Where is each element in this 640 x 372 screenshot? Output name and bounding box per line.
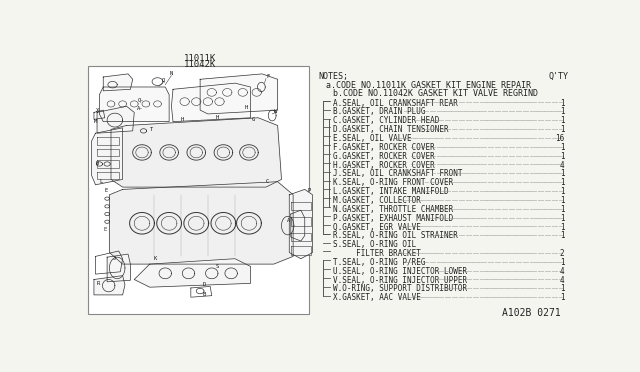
Text: H: H — [245, 105, 248, 110]
Text: R.SEAL, O-RING OIL STRAINER: R.SEAL, O-RING OIL STRAINER — [333, 231, 458, 240]
Text: 4: 4 — [560, 276, 564, 285]
Polygon shape — [200, 74, 278, 114]
Text: P: P — [308, 189, 311, 193]
Text: 1: 1 — [560, 196, 564, 205]
Text: Q-: Q- — [138, 97, 145, 103]
Text: K.SEAL, O-RING FRONT COVER: K.SEAL, O-RING FRONT COVER — [333, 178, 453, 187]
Bar — [88, 66, 308, 314]
Polygon shape — [134, 259, 250, 287]
Text: D.GASKET, CHAIN TENSIONER: D.GASKET, CHAIN TENSIONER — [333, 125, 448, 134]
Text: M.GASKET, COLLECTOR: M.GASKET, COLLECTOR — [333, 196, 420, 205]
Text: U.SEAL, O-RING INJECTOR LOWER: U.SEAL, O-RING INJECTOR LOWER — [333, 267, 467, 276]
Text: G.GASKET, ROCKER COVER: G.GASKET, ROCKER COVER — [333, 152, 435, 161]
Text: F.GASKET, ROCKER COVER: F.GASKET, ROCKER COVER — [333, 143, 435, 152]
Polygon shape — [97, 106, 134, 133]
Polygon shape — [109, 182, 293, 264]
Text: 2: 2 — [560, 249, 564, 258]
Polygon shape — [172, 83, 250, 122]
Text: M: M — [94, 119, 97, 124]
Polygon shape — [111, 118, 282, 187]
Text: 1: 1 — [560, 108, 564, 116]
Text: NOTES;: NOTES; — [319, 71, 349, 81]
Polygon shape — [103, 74, 132, 91]
Polygon shape — [99, 87, 169, 122]
Text: 1: 1 — [560, 258, 564, 267]
Text: E.SEAL, OIL VALVE: E.SEAL, OIL VALVE — [333, 134, 412, 143]
Text: a.CODE NO.11011K GASKET KIT ENGINE REPAIR: a.CODE NO.11011K GASKET KIT ENGINE REPAI… — [326, 81, 531, 90]
Text: 1: 1 — [560, 143, 564, 152]
Polygon shape — [289, 189, 312, 259]
Text: C: C — [266, 179, 269, 184]
Text: S.SEAL, O-RING OIL: S.SEAL, O-RING OIL — [333, 240, 416, 249]
Text: 1: 1 — [560, 231, 564, 240]
Text: 4: 4 — [560, 161, 564, 170]
Text: F: F — [266, 74, 269, 80]
Text: N: N — [169, 71, 172, 76]
Text: 11042K: 11042K — [184, 60, 216, 69]
Text: X.GASKET, AAC VALVE: X.GASKET, AAC VALVE — [333, 294, 420, 302]
Text: A: A — [287, 218, 290, 223]
Text: 1: 1 — [560, 99, 564, 108]
Text: Q: Q — [161, 77, 164, 83]
Text: J: J — [113, 256, 116, 261]
Text: H: H — [216, 115, 219, 120]
Text: R: R — [97, 281, 100, 286]
Text: G: G — [252, 117, 255, 122]
Text: A102B 0271: A102B 0271 — [502, 308, 561, 318]
Text: FILTER BRACKET: FILTER BRACKET — [333, 249, 420, 258]
Text: A.SEAL, OIL CRANKSHAFT REAR: A.SEAL, OIL CRANKSHAFT REAR — [333, 99, 458, 108]
Polygon shape — [107, 254, 131, 282]
Text: 1: 1 — [560, 152, 564, 161]
Text: T: T — [150, 127, 153, 132]
Polygon shape — [94, 276, 125, 295]
Text: 11011K: 11011K — [184, 54, 216, 63]
Polygon shape — [92, 128, 123, 185]
Text: 4: 4 — [560, 267, 564, 276]
Text: K: K — [154, 256, 157, 261]
Text: E: E — [104, 189, 108, 193]
Text: J.SEAL, OIL CRANKSHAFT FRONT: J.SEAL, OIL CRANKSHAFT FRONT — [333, 169, 462, 179]
Text: 1: 1 — [560, 187, 564, 196]
Text: A-: A- — [136, 106, 143, 111]
Text: H.GASKET, ROCKER COVER: H.GASKET, ROCKER COVER — [333, 161, 435, 170]
Text: 16: 16 — [555, 134, 564, 143]
Text: E: E — [103, 227, 106, 232]
Text: 1: 1 — [560, 125, 564, 134]
Text: 1: 1 — [560, 116, 564, 125]
Text: 1: 1 — [560, 285, 564, 294]
Text: V.SEAL, O-RING INJECTOR UPPER: V.SEAL, O-RING INJECTOR UPPER — [333, 276, 467, 285]
Text: 1: 1 — [560, 169, 564, 179]
Text: 1: 1 — [560, 214, 564, 223]
Text: T.SEAL, O-RING P/REG: T.SEAL, O-RING P/REG — [333, 258, 425, 267]
Text: Q.GASKET, EGR VALVE: Q.GASKET, EGR VALVE — [333, 222, 420, 231]
Text: 1: 1 — [560, 178, 564, 187]
Text: b.CODE NO.11042K GASKET KIT VALVE REGRIND: b.CODE NO.11042K GASKET KIT VALVE REGRIN… — [333, 89, 538, 97]
Text: U: U — [95, 161, 99, 167]
Text: L: L — [99, 179, 102, 184]
Text: W.O-RING, SUPPORT DISTRIBUTOR: W.O-RING, SUPPORT DISTRIBUTOR — [333, 285, 467, 294]
Text: C.GASKET, CYLINDER HEAD: C.GASKET, CYLINDER HEAD — [333, 116, 439, 125]
Text: 1: 1 — [560, 294, 564, 302]
Text: B: B — [202, 292, 205, 297]
Polygon shape — [291, 210, 305, 241]
Text: X: X — [95, 108, 99, 113]
Text: W: W — [274, 109, 277, 114]
Text: D: D — [202, 282, 205, 288]
Text: B.GASKET, DRAIN PLUG: B.GASKET, DRAIN PLUG — [333, 108, 425, 116]
Text: 1: 1 — [560, 205, 564, 214]
Text: S: S — [216, 264, 219, 269]
Text: N.GASKET, THROTTLE CHAMBER: N.GASKET, THROTTLE CHAMBER — [333, 205, 453, 214]
Text: P.GASKET, EXHAUST MANIFOLD: P.GASKET, EXHAUST MANIFOLD — [333, 214, 453, 223]
Text: H: H — [180, 117, 184, 122]
Text: Q'TY: Q'TY — [548, 71, 568, 81]
Text: 1: 1 — [560, 222, 564, 231]
Text: L.GASKET, INTAKE MANIFOLD: L.GASKET, INTAKE MANIFOLD — [333, 187, 448, 196]
